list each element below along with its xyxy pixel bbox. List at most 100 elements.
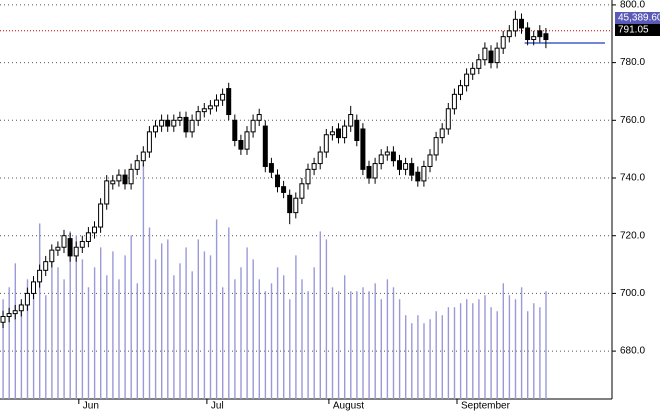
volume-bar	[539, 307, 541, 399]
candle-body	[18, 304, 24, 312]
candle-body	[275, 174, 280, 188]
candle-body	[67, 238, 73, 257]
candle-body	[6, 313, 12, 317]
volume-bar	[228, 227, 230, 399]
volume-bar	[362, 287, 364, 399]
volume-bar	[45, 295, 47, 399]
candle-body	[73, 246, 79, 257]
candle-body	[360, 128, 366, 170]
volume-bar	[154, 259, 157, 399]
y-tick-label: 760.0	[620, 115, 645, 126]
volume-bar	[276, 267, 279, 399]
volume-bar	[344, 275, 346, 399]
candle-body	[146, 131, 152, 153]
candle-body	[470, 67, 476, 75]
volume-bar	[8, 287, 10, 399]
volume-bar	[301, 279, 303, 399]
candle-body	[537, 30, 543, 38]
candle-body	[451, 93, 457, 110]
volume-bar	[374, 283, 376, 399]
volume-bar	[527, 311, 529, 399]
volume-bar	[520, 287, 523, 399]
volume-bar	[124, 255, 126, 399]
volume-bar	[417, 315, 419, 399]
volume-bar	[136, 283, 138, 399]
candle-body	[293, 197, 299, 214]
candle-body	[12, 310, 18, 315]
candle-body	[311, 163, 317, 170]
candle-body	[262, 125, 268, 167]
candle-body	[342, 125, 348, 139]
candle-body	[458, 85, 463, 95]
candle-body	[116, 174, 122, 182]
candle-body	[0, 315, 6, 323]
candle-body	[61, 235, 67, 248]
volume-bar	[496, 311, 498, 399]
volume-bar	[118, 279, 120, 399]
candle-body	[250, 119, 256, 133]
candle-body	[482, 47, 488, 61]
candle-body	[171, 119, 177, 127]
candle-body	[433, 137, 439, 156]
candle-body	[24, 292, 30, 306]
candle-body	[464, 73, 470, 87]
candle-body	[506, 30, 512, 38]
volume-bar	[75, 235, 77, 399]
candle-body	[159, 119, 165, 127]
candle-body	[49, 249, 55, 263]
volume-bar	[148, 227, 151, 399]
volume-bar	[423, 323, 425, 399]
last-price-label-box	[615, 24, 660, 36]
candle-body	[189, 119, 195, 133]
volume-bar	[252, 259, 254, 399]
candle-body	[110, 180, 116, 185]
candle-body	[531, 36, 537, 41]
candle-body	[134, 160, 140, 170]
volume-bar	[350, 291, 352, 399]
volume-bar	[191, 271, 193, 399]
volume-bar	[2, 299, 4, 399]
candle-body	[519, 18, 524, 29]
candle-body	[183, 116, 189, 133]
candle-body	[384, 151, 390, 156]
candle-body	[403, 163, 409, 170]
candle-body	[397, 160, 402, 170]
volume-bar	[112, 251, 114, 399]
x-tick-label: August	[333, 401, 364, 412]
volume-bar	[20, 303, 23, 399]
candle-body	[244, 131, 250, 150]
candle-body	[287, 194, 293, 214]
volume-bar	[533, 303, 535, 399]
candle-body	[366, 165, 372, 179]
volume-bar	[508, 295, 511, 399]
volume-bar	[93, 267, 96, 399]
volume-bar	[100, 247, 102, 399]
x-tick-label: Jul	[211, 401, 224, 412]
volume-bar	[167, 239, 169, 399]
volume-bar	[240, 267, 242, 399]
volume-bar	[490, 307, 492, 399]
y-tick-label: 740.0	[620, 173, 645, 184]
candle-body	[317, 151, 323, 165]
volume-bar	[57, 267, 59, 399]
candle-body	[354, 119, 360, 142]
candle-body	[329, 131, 335, 136]
volume-bar	[161, 243, 163, 399]
candle-body	[31, 281, 36, 294]
candle-body	[140, 151, 146, 162]
volume-bar	[435, 311, 437, 399]
volume-bar	[283, 275, 285, 399]
volume-bar	[429, 319, 431, 399]
readout: 45,389.60	[618, 13, 660, 24]
volume-bar	[270, 283, 273, 399]
volume-bar	[179, 263, 181, 399]
candle-body	[128, 168, 134, 185]
candle-body	[165, 119, 171, 127]
candle-body	[439, 128, 445, 139]
volume-bar	[264, 291, 267, 399]
candle-body	[390, 151, 396, 162]
volume-bar	[215, 219, 218, 399]
volume-bar	[466, 299, 468, 399]
volume-bar	[63, 279, 65, 399]
volume-bar	[313, 267, 315, 399]
